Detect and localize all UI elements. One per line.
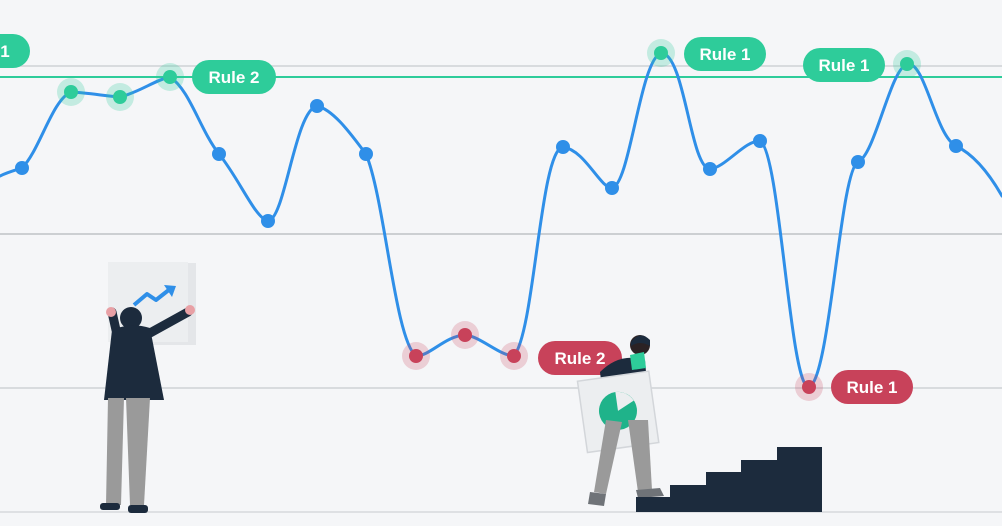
stairs-icon: [636, 447, 822, 512]
data-point: [409, 349, 423, 363]
data-point: [703, 162, 717, 176]
upper-rule-label-rule1-a: Rule 1: [684, 37, 766, 71]
person-holding-chart-icon: [100, 262, 196, 513]
svg-text:Rule 2: Rule 2: [208, 68, 259, 87]
svg-text:Rule 1: Rule 1: [818, 56, 869, 75]
data-point: [900, 57, 914, 71]
data-point: [556, 140, 570, 154]
data-point: [654, 46, 668, 60]
svg-text:Rule 2: Rule 2: [554, 349, 605, 368]
data-point: [802, 380, 816, 394]
upper-rule-label-rule2: Rule 2: [192, 60, 276, 94]
lower-rule-label-rule2: Rule 2: [538, 341, 622, 375]
upper-rule-label-rule1-b: Rule 1: [803, 48, 885, 82]
svg-text:1: 1: [0, 42, 9, 61]
data-point: [15, 161, 29, 175]
data-point: [605, 181, 619, 195]
svg-text:Rule 1: Rule 1: [846, 378, 897, 397]
data-point: [851, 155, 865, 169]
data-point: [212, 147, 226, 161]
data-point: [64, 85, 78, 99]
data-point: [753, 134, 767, 148]
data-point: [507, 349, 521, 363]
data-point: [949, 139, 963, 153]
data-points: [15, 46, 963, 394]
data-point: [261, 214, 275, 228]
lower-rule-label-rule1: Rule 1: [831, 370, 913, 404]
upper-rule-label-clipped: 1: [0, 34, 30, 68]
data-point: [458, 328, 472, 342]
data-point: [163, 70, 177, 84]
trend-up-arrow-icon: [132, 287, 172, 307]
data-point: [113, 90, 127, 104]
data-series-line: [0, 51, 1002, 389]
data-point: [310, 99, 324, 113]
data-point: [359, 147, 373, 161]
svg-text:Rule 1: Rule 1: [699, 45, 750, 64]
person-carrying-pie-chart-icon: [576, 335, 664, 506]
